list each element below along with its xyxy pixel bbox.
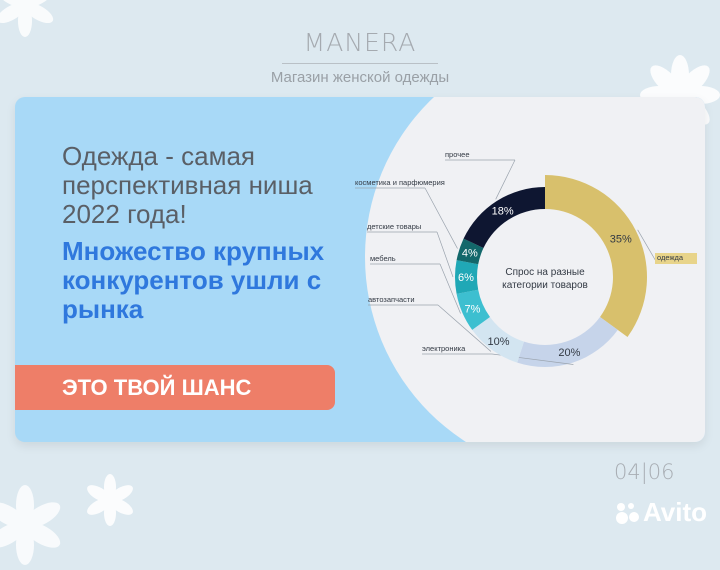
avito-wordmark: Avito xyxy=(643,497,708,527)
slice-value-label: 18% xyxy=(492,205,514,217)
donut-slice-0 xyxy=(545,175,647,337)
category-label: детские товары xyxy=(367,222,421,231)
subheadline: Множество крупных конкурентов ушли с рын… xyxy=(62,236,325,324)
category-label: электроника xyxy=(422,344,466,353)
chart-title: категории товаров xyxy=(502,280,588,291)
flower-decoration-top-left xyxy=(0,0,54,37)
slice-value-label: 10% xyxy=(488,336,510,348)
brand-divider xyxy=(282,63,438,64)
cta-button[interactable]: ЭТО ТВОЙ ШАНС xyxy=(15,365,335,410)
category-label: автозапчасти xyxy=(368,295,415,304)
donut-slice-2 xyxy=(472,316,524,363)
donut-slice-5 xyxy=(456,238,484,265)
leader-line xyxy=(437,304,492,352)
slice-value-label: 35% xyxy=(610,233,632,245)
category-label: прочее xyxy=(445,150,470,159)
category-label: мебель xyxy=(370,254,396,263)
leader-line xyxy=(436,231,454,278)
chart-title: Спрос на разные xyxy=(505,267,585,278)
brand-logo: MANERA xyxy=(303,28,417,57)
leader-line xyxy=(637,229,658,264)
slide-card: Одежда - самая перспективная ниша 2022 г… xyxy=(15,97,705,442)
slice-value-label: 6% xyxy=(458,272,474,284)
brand-tagline: Магазин женской одежды xyxy=(270,69,450,86)
chart-background-circle xyxy=(365,97,705,442)
category-label: косметика и парфюмерия xyxy=(355,178,445,187)
category-highlight xyxy=(655,253,697,264)
donut-slice-3 xyxy=(456,289,490,330)
slice-value-label: 7% xyxy=(465,303,481,315)
page-indicator: 04|06 xyxy=(614,460,675,484)
slice-value-label: 4% xyxy=(462,248,478,260)
headline: Одежда - самая перспективная ниша 2022 г… xyxy=(62,141,313,229)
category-label: одежда xyxy=(657,253,684,262)
leader-line xyxy=(424,187,458,249)
donut-slice-6 xyxy=(463,187,545,249)
leader-line xyxy=(439,263,461,314)
flower-decoration-bottom-left xyxy=(87,474,133,526)
avito-logo-icon xyxy=(616,502,639,524)
donut-chart: 35% одежда 20% электроника 10% автозапчасти 7%… xyxy=(355,150,697,367)
leader-line xyxy=(495,159,516,200)
donut-slice-4 xyxy=(455,260,479,294)
slice-value-label: 20% xyxy=(558,347,580,359)
donut-slice-1 xyxy=(517,316,618,367)
avito-watermark: Avito xyxy=(614,497,707,528)
flower-decoration-bottom-left-large xyxy=(0,485,61,565)
